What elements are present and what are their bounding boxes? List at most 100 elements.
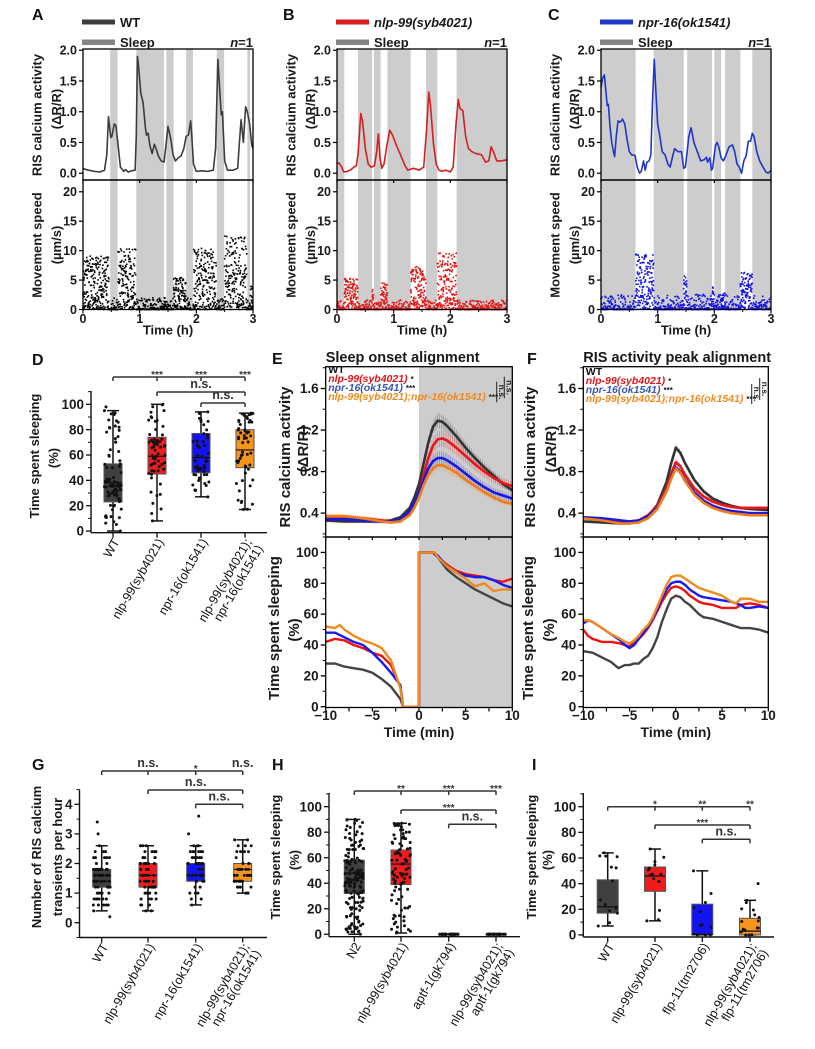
speed-point [83,291,86,293]
speed-point [347,285,349,287]
speed-point [648,298,650,300]
speed-point [125,276,128,278]
speed-point [447,268,450,271]
speed-point [353,280,355,282]
speed-point [117,303,120,306]
speed-point [741,291,743,294]
speed-point [175,283,178,286]
speed-point [127,300,130,303]
speed-point [245,298,248,301]
speed-point [424,278,427,281]
speed-point [165,300,167,303]
data-point [236,498,240,502]
speed-point [348,283,351,286]
speed-point [729,300,732,303]
speed-point [741,293,744,296]
speed-point [742,283,744,285]
data-point [107,454,111,458]
speed-point [644,255,646,258]
speed-point [224,269,227,271]
speed-point [441,304,444,306]
speed-point [119,295,122,297]
data-point [193,488,197,492]
speed-point [730,300,733,303]
speed-point [151,304,154,307]
speed-point [646,286,648,288]
speed-point [722,298,724,301]
speed-point [228,284,231,287]
speed-point [381,293,384,295]
speed-point [203,252,206,254]
speed-point [175,301,177,303]
speed-point [193,271,195,274]
speed-point [106,306,109,308]
data-point [93,885,97,889]
data-point [237,459,241,463]
speed-point [441,263,444,266]
speed-point [238,267,240,269]
data-point [114,487,118,491]
speed-point [496,304,498,306]
speed-point [408,303,410,306]
speed-point [198,266,200,269]
y-axis-unit-sleep: (%) [541,618,558,641]
speed-point [451,287,453,290]
speed-point [437,252,440,255]
y-axis-label: Number of RIS calcium [29,786,44,928]
data-point [351,848,355,852]
box [92,868,112,888]
speed-point [644,306,647,309]
speed-point [490,304,493,307]
speed-point [429,300,431,303]
speed-point [220,304,223,307]
speed-point [212,256,214,259]
speed-point [95,306,98,308]
speed-point [107,276,110,279]
data-point [119,507,123,511]
data-point [234,879,238,883]
data-point [249,844,253,848]
speed-point [222,299,224,301]
data-point [93,850,97,854]
speed-point [637,283,639,286]
speed-point [203,269,205,272]
speed-point [248,307,250,310]
speed-point [382,295,385,297]
data-point [149,490,153,494]
speed-point [705,300,708,303]
x-tick-label: 3 [768,312,775,326]
speed-point [122,301,125,303]
speed-point [98,289,100,291]
speed-point [200,259,202,262]
data-point [98,873,102,877]
speed-point [236,303,238,305]
speed-point [669,305,672,308]
speed-point [207,300,209,302]
data-point [146,862,150,865]
panel-title: RIS activity peak alignment [583,350,771,366]
panel-label: E [272,351,283,368]
speed-point [116,298,118,301]
data-point [150,446,154,450]
speed-point [445,275,448,278]
speed-point [693,305,696,308]
data-point [195,444,199,448]
data-point [152,442,156,446]
speed-point [251,296,253,298]
speed-point [242,291,244,294]
data-point [195,454,199,458]
y-tick-label: 60 [69,448,84,463]
speed-point [122,291,125,294]
speed-point [474,305,477,308]
speed-point [103,307,106,310]
speed-point [644,270,646,272]
speed-point [390,305,393,307]
speed-point [486,306,489,309]
speed-point [195,252,197,254]
speed-point [449,297,452,300]
speed-point [395,301,398,304]
speed-point [208,290,211,293]
speed-point [344,280,347,283]
speed-point [230,306,233,308]
speed-point [707,298,709,301]
